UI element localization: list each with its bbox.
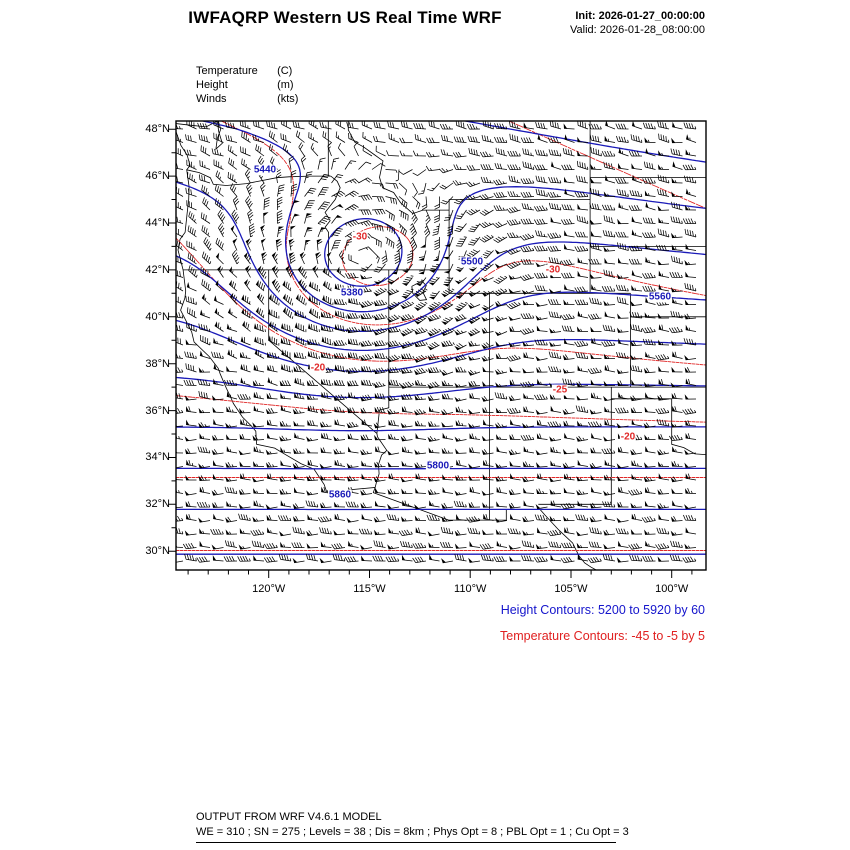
field-legend: Temperature (C) Height (m) Winds (kts) bbox=[196, 64, 298, 106]
lat-axis-label: 30°N bbox=[145, 545, 170, 558]
axis-ticks bbox=[168, 128, 693, 578]
model-output-line: OUTPUT FROM WRF V4.6.1 MODEL bbox=[196, 811, 382, 823]
wind-barbs bbox=[176, 121, 697, 564]
legend-winds-unit: (kts) bbox=[277, 93, 299, 105]
height-contour-note: Height Contours: 5200 to 5920 by 60 bbox=[500, 603, 705, 617]
lat-axis-label: 42°N bbox=[145, 263, 170, 276]
lon-axis-label: 105°W bbox=[554, 583, 588, 595]
lat-axis-label: 40°N bbox=[145, 310, 170, 323]
legend-temperature-name: Temperature bbox=[196, 65, 258, 77]
lon-axis-label: 110°W bbox=[454, 583, 487, 595]
map-frame bbox=[175, 120, 707, 571]
legend-temperature-unit: (C) bbox=[277, 65, 293, 77]
lat-axis-label: 32°N bbox=[145, 498, 170, 511]
lon-axis-label: 120°W bbox=[252, 583, 286, 595]
legend-height-unit: (m) bbox=[277, 79, 294, 91]
lat-axis-label: 34°N bbox=[145, 451, 170, 464]
legend-temperature-row: Temperature (C) bbox=[196, 64, 298, 78]
init-time: Init: 2026-01-27_00:00:00 bbox=[575, 10, 705, 22]
legend-winds-row: Winds (kts) bbox=[196, 92, 298, 106]
legend-height-name: Height bbox=[196, 79, 228, 91]
lat-axis-label: 48°N bbox=[145, 123, 170, 136]
legend-winds-name: Winds bbox=[196, 93, 227, 105]
lat-axis-label: 46°N bbox=[145, 170, 170, 183]
lat-axis-label: 36°N bbox=[145, 404, 170, 417]
legend-height-row: Height (m) bbox=[196, 78, 298, 92]
model-underline bbox=[196, 842, 616, 843]
model-config-line: WE = 310 ; SN = 275 ; Levels = 38 ; Dis … bbox=[196, 826, 629, 838]
lon-axis-label: 115°W bbox=[353, 583, 386, 595]
height-contours bbox=[176, 121, 706, 555]
lon-axis-label: 100°W bbox=[655, 583, 689, 595]
run-times: Init: 2026-01-27_00:00:00 Valid: 2026-01… bbox=[570, 9, 705, 37]
model-info: OUTPUT FROM WRF V4.6.1 MODEL WE = 310 ; … bbox=[196, 810, 629, 840]
state-borders bbox=[176, 121, 706, 570]
valid-time: Valid: 2026-01-28_08:00:00 bbox=[570, 24, 705, 36]
page-title: IWFAQRP Western US Real Time WRF bbox=[188, 8, 502, 27]
lat-axis-label: 44°N bbox=[145, 216, 170, 229]
lat-axis-label: 38°N bbox=[145, 357, 170, 370]
temperature-contour-note: Temperature Contours: -45 to -5 by 5 bbox=[500, 629, 705, 643]
